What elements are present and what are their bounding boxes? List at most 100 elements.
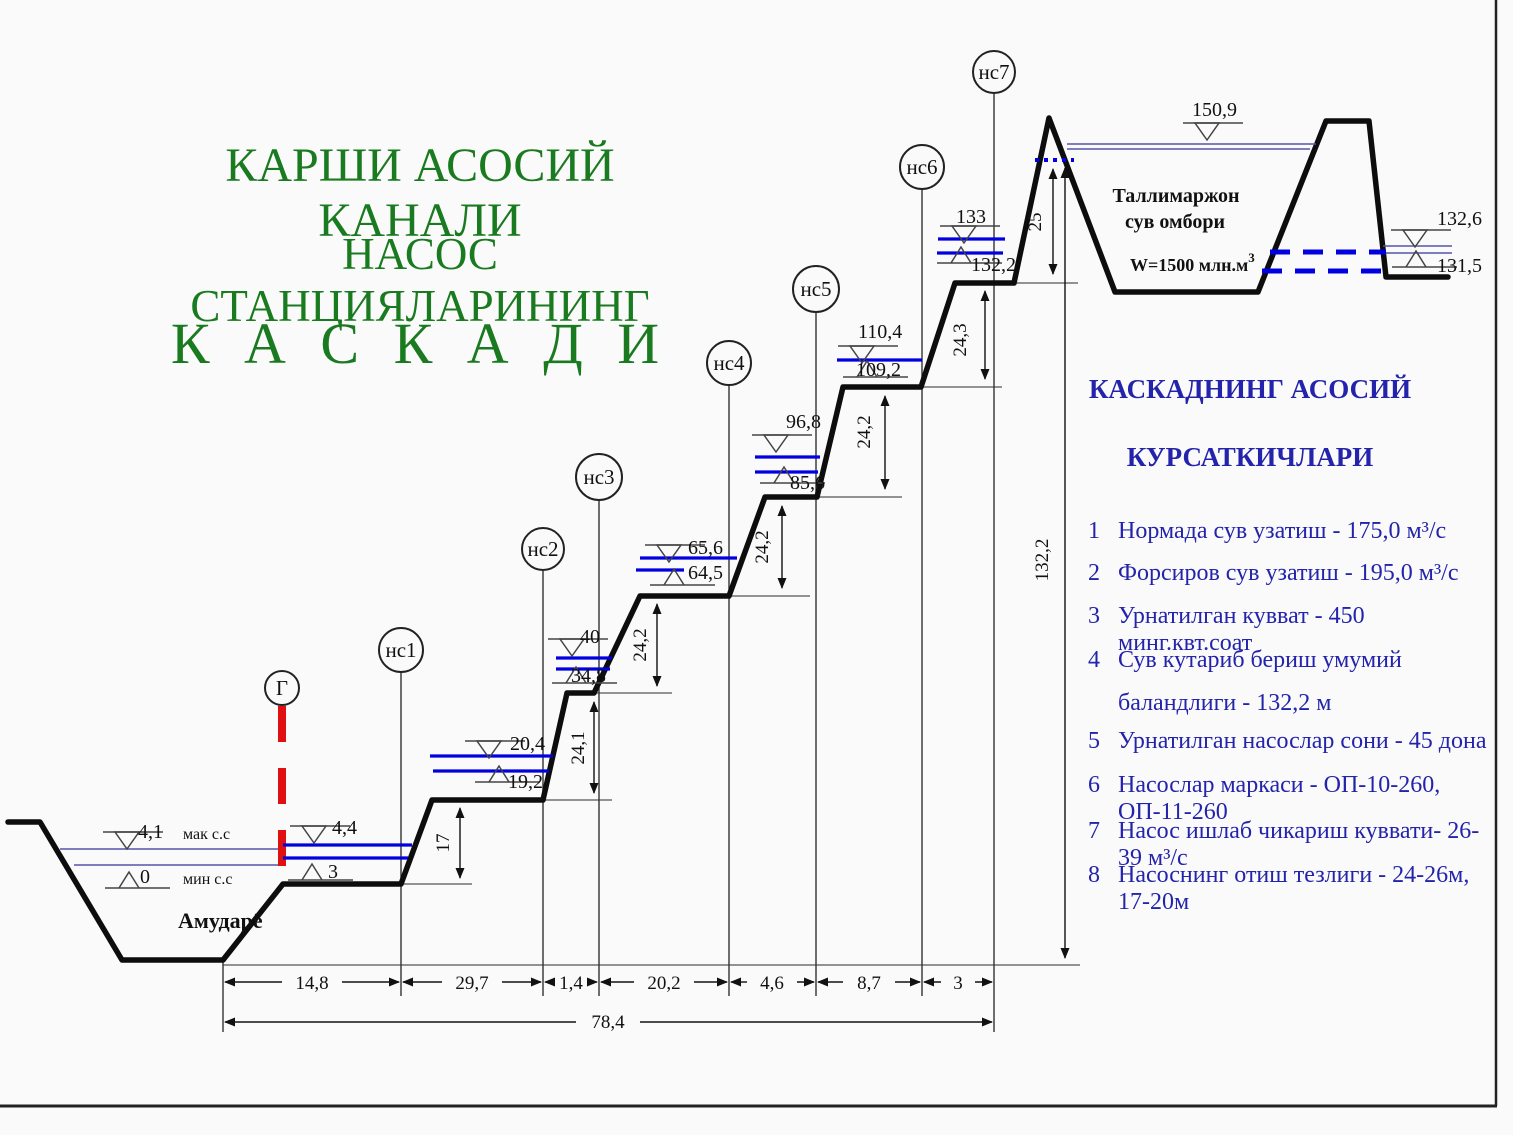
river-name: Амударё — [178, 908, 263, 933]
gate-label: Г — [276, 676, 288, 700]
panel-heading-line2: КУРСАТКИЧЛАРИ — [1126, 442, 1374, 472]
dist-8-7: 8,7 — [857, 973, 881, 994]
dist-4-6: 4,6 — [760, 973, 784, 994]
item-number: 1 — [1088, 518, 1100, 544]
item-number: 5 — [1088, 728, 1100, 754]
reference-lines — [223, 282, 1080, 966]
height-total-132-2: 132,2 — [1032, 539, 1053, 582]
outlet-lower-level: 131,5 — [1437, 255, 1482, 277]
title-line-3: К А С К А Д И — [170, 311, 670, 376]
item-text: Насос ишлаб чикариш куввати- 26-39 м³/с — [1118, 818, 1480, 871]
item-text: Урнатилган кувват - 450 минг.квт.соат — [1118, 603, 1365, 656]
panel-item-5: 5 Урнатилган насослар сони - 45 дона — [1088, 728, 1500, 755]
ns4-circle — [706, 340, 752, 386]
reservoir-labels: Таллимаржон сув омбори W=1500 млн.м3 — [1112, 185, 1255, 275]
ns7-label: нс7 — [978, 60, 1009, 84]
river-max-note: мак с.с — [183, 826, 230, 843]
dist-14-8: 14,8 — [295, 973, 328, 994]
ns1-label: нс1 — [385, 638, 416, 662]
ns2-label: нс2 — [527, 537, 558, 561]
distance-dimensions — [224, 977, 993, 1027]
height-25: 25 — [1025, 213, 1046, 232]
item-text: Насоснинг отиш тезлиги - 24-26м, 17-20м — [1118, 862, 1470, 915]
panel-item-1: 1 Нормада сув узатиш - 175,0 м³/с — [1088, 518, 1500, 545]
ns2-circle — [521, 527, 565, 571]
height-24-1: 24,1 — [568, 731, 589, 764]
gate-lower-level: 3 — [328, 861, 338, 883]
panel-heading-line1: КАСКАДНИНГ АСОСИЙ — [1088, 374, 1412, 404]
reservoir-level: 150,9 — [1192, 99, 1237, 121]
panel-item-4: 4 Сув кутариб бериш умумий — [1088, 647, 1500, 674]
dist-1-4: 1,4 — [559, 973, 583, 994]
reservoir-name-line2: сув омбори — [1125, 211, 1225, 233]
panel-item-6: 6 Насослар маркаси - ОП-10-260, ОП-11-26… — [1088, 772, 1500, 826]
reservoir-name-line1: Таллимаржон — [1112, 185, 1239, 207]
dist-29-7: 29,7 — [455, 973, 488, 994]
item-text: Форсиров сув узатиш - 195,0 м³/с — [1118, 560, 1459, 586]
level-labels: 4,1 мак с.с 0 мин с.с 4,4 3 20,4 19,2 40… — [138, 99, 1482, 933]
ns3-circle — [575, 453, 623, 501]
item-text: Урнатилган насослар сони - 45 дона — [1118, 728, 1487, 754]
s5-upper-level: 110,4 — [858, 321, 902, 343]
outlet-upper-level: 132,6 — [1437, 208, 1482, 230]
panel-item-3: 3 Урнатилган кувват - 450 минг.квт.соат — [1088, 603, 1500, 657]
ns3-label: нс3 — [583, 465, 614, 489]
item-number: 7 — [1088, 818, 1100, 844]
item-text: Нормада сув узатиш - 175,0 м³/с — [1118, 518, 1447, 544]
river-min-note: мин с.с — [183, 871, 232, 888]
item-number: 3 — [1088, 603, 1100, 629]
s5-lower-level: 109,2 — [856, 359, 901, 381]
height-24-2b: 24,2 — [752, 530, 773, 563]
station-circles — [264, 50, 1016, 706]
panel-item-8: 8 Насоснинг отиш тезлиги - 24-26м, 17-20… — [1088, 862, 1500, 916]
distance-dimension-labels: 14,8 29,7 1,4 20,2 4,6 8,7 3 78,4 — [295, 973, 962, 1033]
height-17: 17 — [433, 834, 454, 853]
ns5-label: нс5 — [800, 277, 831, 301]
gate-upper-level: 4,4 — [332, 817, 357, 839]
panel-item-7: 7 Насос ишлаб чикариш куввати- 26-39 м³/… — [1088, 818, 1500, 872]
title-line-1: КАРШИ АСОСИЙ КАНАЛИ — [225, 139, 615, 247]
dist-total-78-4: 78,4 — [591, 1012, 625, 1033]
s4-upper-level: 96,8 — [786, 411, 821, 433]
dist-3: 3 — [953, 973, 963, 994]
river-max-level: 4,1 — [138, 821, 163, 843]
s4-lower-level: 85,6 — [790, 472, 825, 494]
panel-item-2: 2 Форсиров сув узатиш - 195,0 м³/с — [1088, 560, 1500, 587]
ns7-circle — [972, 50, 1016, 94]
ns5-circle — [792, 265, 840, 313]
height-dimensions — [455, 167, 1070, 959]
water-lines — [60, 143, 1452, 866]
panel-item-4-line2: баландлиги - 132,2 м — [1118, 690, 1332, 716]
s6-upper-level: 133 — [956, 206, 986, 228]
height-24-3: 24,3 — [950, 323, 971, 356]
item-number: 6 — [1088, 772, 1100, 798]
s3-lower-level: 64,5 — [688, 562, 723, 584]
height-24-2a: 24,2 — [630, 628, 651, 661]
item-number: 8 — [1088, 862, 1100, 888]
river-min-level: 0 — [140, 866, 150, 888]
gate-circle — [264, 670, 300, 706]
ns6-circle — [899, 144, 945, 190]
station-verticals — [222, 94, 995, 1032]
station-labels: Г нс1 нс2 нс3 нс4 нс5 нс6 нс7 — [276, 60, 1010, 700]
item-text: Насослар маркаси - ОП-10-260, ОП-11-260 — [1118, 772, 1441, 825]
s1-upper-level: 20,4 — [510, 733, 545, 755]
dist-20-2: 20,2 — [647, 973, 680, 994]
ns1-circle — [378, 627, 424, 673]
s3-upper-level: 65,6 — [688, 537, 723, 559]
s1-lower-level: 19,2 — [508, 771, 543, 793]
title-line-2: НАСОС СТАНЦИЯЛАРИНИНГ — [190, 229, 650, 331]
ns6-label: нс6 — [906, 155, 937, 179]
terrain-profile — [5, 115, 1451, 963]
s2-lower-level: 34,8 — [571, 665, 606, 687]
item-number: 2 — [1088, 560, 1100, 586]
height-dimension-labels: 17 24,1 24,2 24,2 24,2 24,3 25 132,2 — [433, 213, 1053, 853]
ns4-label: нс4 — [713, 351, 745, 375]
reservoir-volume: W=1500 млн.м3 — [1130, 250, 1255, 275]
item-number: 4 — [1088, 647, 1100, 673]
height-24-2c: 24,2 — [854, 415, 875, 448]
s2-upper-level: 40 — [580, 626, 600, 648]
s6-lower-level: 132,2 — [971, 254, 1016, 276]
